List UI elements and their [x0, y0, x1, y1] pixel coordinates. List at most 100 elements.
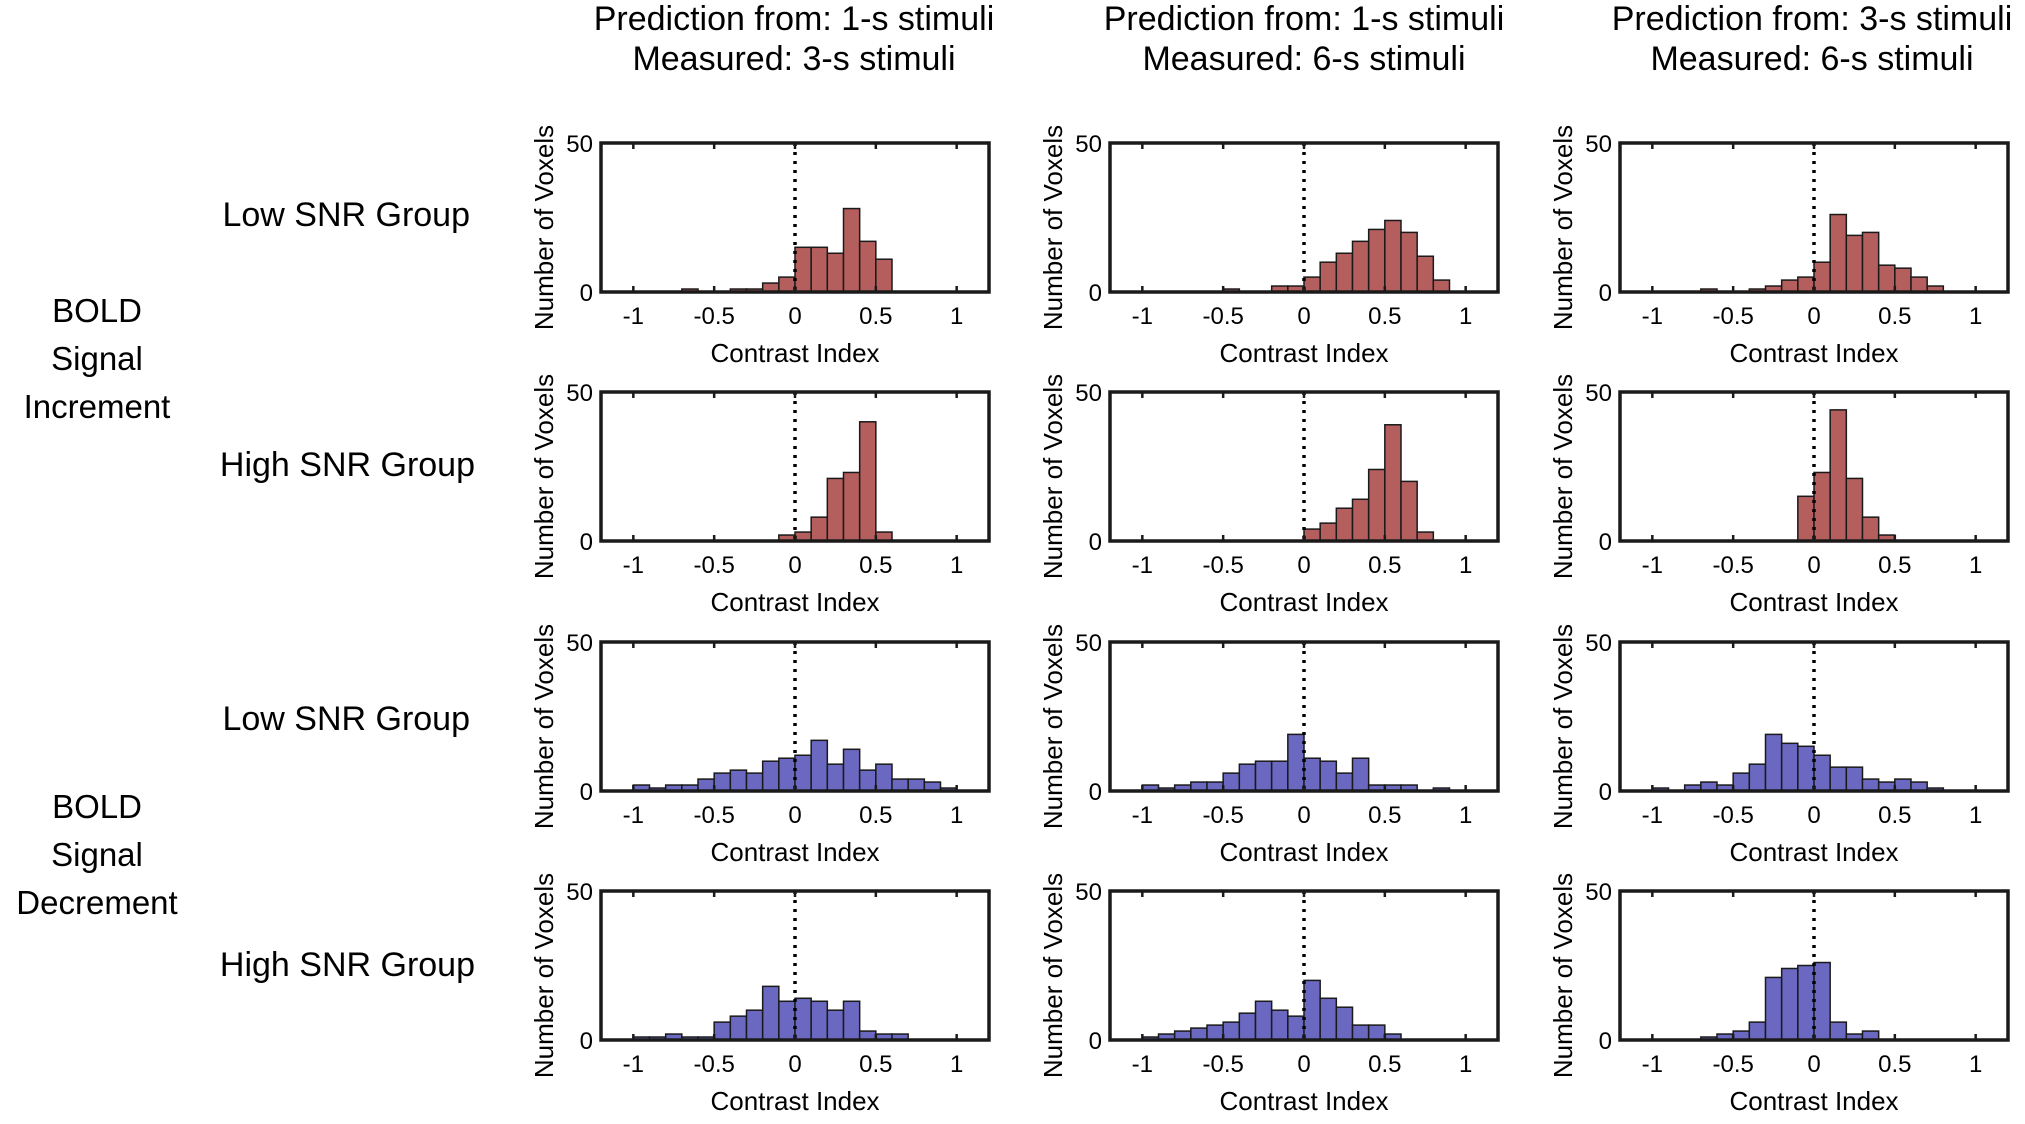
y-tick-label: 50 [566, 131, 593, 158]
histogram-bar [1335, 1006, 1354, 1041]
row-labels: Low SNR Group High SNR Group Low SNR Gro… [220, 196, 475, 984]
histogram-bar [778, 757, 796, 792]
x-tick-label: 1 [950, 802, 963, 829]
histogram-bar [858, 240, 877, 293]
y-axis-label: Number of Voxels [1548, 873, 1578, 1078]
histogram-panels: -1 -0.5 0 0.5 1 0 50 Contrast Index Number of Vo… [529, 125, 2010, 1116]
histogram-panel-r3-c1: -1 -0.5 0 0.5 1 0 50 Contrast Index Number of Vo… [529, 624, 991, 867]
histogram-bar [907, 778, 926, 792]
histogram-bar [1764, 976, 1783, 1041]
y-tick-label: 0 [1089, 529, 1102, 556]
x-tick-label: -1 [1132, 303, 1153, 330]
x-axis-label: Contrast Index [710, 1086, 879, 1116]
histogram-bar [1894, 267, 1912, 293]
histogram-bar [1270, 760, 1289, 792]
histogram-bar [842, 207, 861, 293]
x-tick-label: 1 [1459, 552, 1472, 579]
x-tick-label: 0 [788, 1051, 801, 1078]
histogram-bar [1829, 766, 1848, 792]
histogram-bar [778, 276, 796, 293]
histogram-panel-r1-c2: -1 -0.5 0 0.5 1 0 50 Contrast Index Number of Vo… [1038, 125, 1500, 368]
histogram-bar [1416, 255, 1435, 293]
y-tick-label: 0 [580, 1028, 593, 1055]
histogram-bar [1206, 1024, 1224, 1041]
histogram-bar [826, 763, 845, 792]
histogram-bar [1813, 961, 1831, 1041]
histogram-bar [1813, 471, 1831, 542]
histogram-bar [1780, 279, 1799, 293]
column-title-3-line1: Prediction from: 3-s stimuli [1612, 0, 2013, 38]
column-title-1-line1: Prediction from: 1-s stimuli [594, 0, 995, 38]
x-tick-label: 0.5 [1368, 303, 1401, 330]
histogram-bar [1829, 409, 1848, 542]
histogram-bar [1287, 1015, 1305, 1041]
x-tick-label: -0.5 [1712, 303, 1753, 330]
group-label-increment-line3: Increment [24, 388, 171, 425]
histogram-bar [1335, 772, 1354, 792]
row-label-1: Low SNR Group [222, 196, 470, 234]
y-axis-label: Number of Voxels [1548, 374, 1578, 579]
group-label-increment-line2: Signal [51, 340, 143, 377]
x-tick-label: -1 [1642, 552, 1663, 579]
x-tick-label: 0.5 [1368, 552, 1401, 579]
x-tick-label: 1 [1969, 552, 1982, 579]
y-axis-label: Number of Voxels [1548, 125, 1578, 330]
group-label-decrement-line1: BOLD [52, 788, 142, 825]
histogram-bar [826, 1009, 845, 1041]
x-tick-label: 0 [788, 552, 801, 579]
histogram-bar [810, 246, 829, 293]
histogram-bar [1270, 1009, 1289, 1041]
x-tick-label: 1 [1969, 802, 1982, 829]
histogram-bar [1384, 424, 1402, 542]
histogram-bar [1222, 1021, 1241, 1041]
x-tick-label: 1 [1459, 303, 1472, 330]
x-tick-label: -0.5 [693, 802, 734, 829]
x-tick-label: -0.5 [693, 552, 734, 579]
histogram-bar [761, 985, 780, 1041]
x-axis-label: Contrast Index [710, 338, 879, 368]
x-tick-label: 0 [1297, 303, 1310, 330]
x-tick-label: 0 [788, 303, 801, 330]
y-tick-label: 50 [566, 630, 593, 657]
histogram-bar [1335, 252, 1354, 293]
x-tick-label: -1 [623, 552, 644, 579]
y-axis-label: Number of Voxels [1038, 624, 1068, 829]
x-tick-label: -1 [1132, 552, 1153, 579]
x-tick-label: -0.5 [1202, 303, 1243, 330]
y-tick-label: 50 [1075, 630, 1102, 657]
x-axis-label: Contrast Index [1729, 338, 1898, 368]
histogram-bar [1351, 1024, 1370, 1041]
histogram-bar [858, 769, 877, 792]
x-axis-label: Contrast Index [1219, 338, 1388, 368]
histogram-bar [1319, 760, 1338, 792]
x-tick-label: -1 [1132, 802, 1153, 829]
x-tick-label: 0 [788, 802, 801, 829]
y-tick-label: 0 [580, 529, 593, 556]
y-tick-label: 0 [1599, 529, 1612, 556]
histogram-bar [891, 778, 909, 792]
histogram-bar [713, 772, 732, 792]
x-tick-label: -0.5 [1712, 552, 1753, 579]
y-axis-label: Number of Voxels [529, 873, 559, 1078]
x-tick-label: 1 [950, 1051, 963, 1078]
x-tick-label: 0.5 [1878, 552, 1911, 579]
y-axis-label: Number of Voxels [1038, 125, 1068, 330]
x-tick-label: 0.5 [859, 552, 892, 579]
y-tick-label: 0 [580, 280, 593, 307]
histogram-bar [826, 252, 845, 293]
x-tick-label: -1 [1642, 1051, 1663, 1078]
x-tick-label: 0.5 [1368, 802, 1401, 829]
histogram-bar [1303, 757, 1321, 792]
histogram-bar [761, 760, 780, 792]
x-tick-label: -0.5 [1202, 552, 1243, 579]
y-tick-label: 0 [1089, 280, 1102, 307]
y-axis-label: Number of Voxels [529, 125, 559, 330]
x-tick-label: -1 [1642, 802, 1663, 829]
histogram-bar [1351, 498, 1370, 542]
x-tick-label: 1 [950, 303, 963, 330]
column-title-2-line1: Prediction from: 1-s stimuli [1104, 0, 1505, 38]
histogram-panel-r3-c3: -1 -0.5 0 0.5 1 0 50 Contrast Index Number of Vo… [1548, 624, 2010, 867]
x-tick-label: 1 [1969, 303, 1982, 330]
histogram-bar [729, 769, 748, 792]
x-tick-label: 0.5 [1368, 1051, 1401, 1078]
